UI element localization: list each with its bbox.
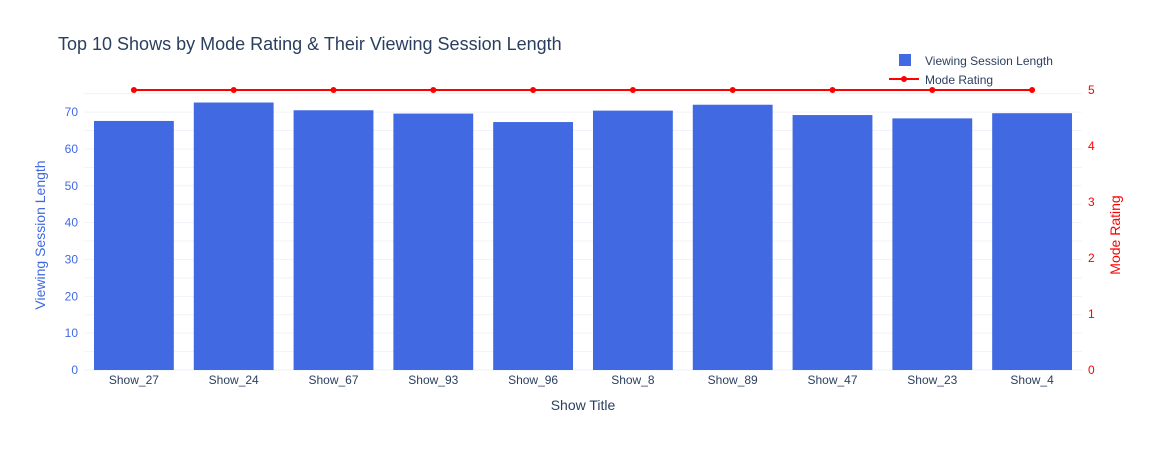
bar bbox=[692, 104, 773, 370]
bar bbox=[992, 113, 1073, 371]
bar bbox=[792, 115, 873, 370]
x-tick-label: Show_67 bbox=[308, 373, 358, 387]
y-axis-title: Viewing Session Length bbox=[32, 160, 48, 309]
bar bbox=[892, 118, 973, 370]
rating-point bbox=[929, 87, 936, 93]
bar bbox=[493, 122, 574, 370]
y-tick-label: 20 bbox=[65, 289, 79, 303]
bar bbox=[592, 110, 673, 370]
y-tick-label: 50 bbox=[65, 179, 79, 193]
rating-point bbox=[130, 87, 137, 93]
y2-axis-ticks: 0 1 2 3 4 5 bbox=[1088, 83, 1095, 377]
legend: Viewing Session Length Mode Rating bbox=[889, 54, 1053, 87]
x-tick-label: Show_96 bbox=[508, 373, 558, 387]
x-tick-label: Show_8 bbox=[611, 373, 655, 387]
x-tick-label: Show_27 bbox=[109, 373, 159, 387]
rating-point bbox=[530, 87, 537, 93]
y-tick-label: 0 bbox=[71, 363, 78, 377]
rating-point bbox=[729, 87, 736, 93]
bar-series bbox=[93, 102, 1073, 371]
bar bbox=[293, 110, 374, 371]
y2-tick-label: 5 bbox=[1088, 83, 1095, 97]
y-tick-label: 40 bbox=[65, 216, 79, 230]
x-tick-label: Show_89 bbox=[708, 373, 758, 387]
y2-tick-label: 0 bbox=[1088, 363, 1095, 377]
rating-point bbox=[430, 87, 437, 93]
legend-swatch-bar bbox=[899, 54, 911, 66]
y-tick-label: 60 bbox=[65, 142, 79, 156]
y-tick-label: 70 bbox=[65, 105, 79, 119]
line-series bbox=[130, 87, 1036, 93]
bar bbox=[193, 102, 274, 371]
bar bbox=[393, 113, 474, 370]
bar bbox=[93, 120, 174, 371]
legend-label-line: Mode Rating bbox=[925, 73, 993, 87]
y2-tick-label: 2 bbox=[1088, 251, 1095, 265]
y-tick-label: 10 bbox=[65, 326, 79, 340]
x-tick-label: Show_4 bbox=[1010, 373, 1054, 387]
chart-title: Top 10 Shows by Mode Rating & Their View… bbox=[58, 34, 562, 54]
rating-point bbox=[829, 87, 836, 93]
x-tick-label: Show_47 bbox=[807, 373, 857, 387]
x-tick-label: Show_93 bbox=[408, 373, 458, 387]
y2-tick-label: 1 bbox=[1088, 307, 1095, 321]
x-tick-label: Show_24 bbox=[209, 373, 259, 387]
rating-point bbox=[330, 87, 337, 93]
y2-tick-label: 3 bbox=[1088, 195, 1095, 209]
y2-axis-title: Mode Rating bbox=[1107, 195, 1123, 274]
x-tick-label: Show_23 bbox=[907, 373, 957, 387]
y-tick-label: 30 bbox=[65, 252, 79, 266]
y-axis-ticks: 0 10 20 30 40 50 60 70 bbox=[65, 105, 79, 377]
x-axis-title: Show Title bbox=[551, 397, 616, 413]
rating-point bbox=[629, 87, 636, 93]
legend-swatch-marker bbox=[901, 76, 907, 82]
legend-label-bar: Viewing Session Length bbox=[925, 54, 1053, 68]
rating-point bbox=[230, 87, 237, 93]
rating-point bbox=[1029, 87, 1036, 93]
y2-tick-label: 4 bbox=[1088, 139, 1095, 153]
x-axis-ticks: Show_27 Show_24 Show_67 Show_93 Show_96 Show_… bbox=[109, 373, 1054, 387]
